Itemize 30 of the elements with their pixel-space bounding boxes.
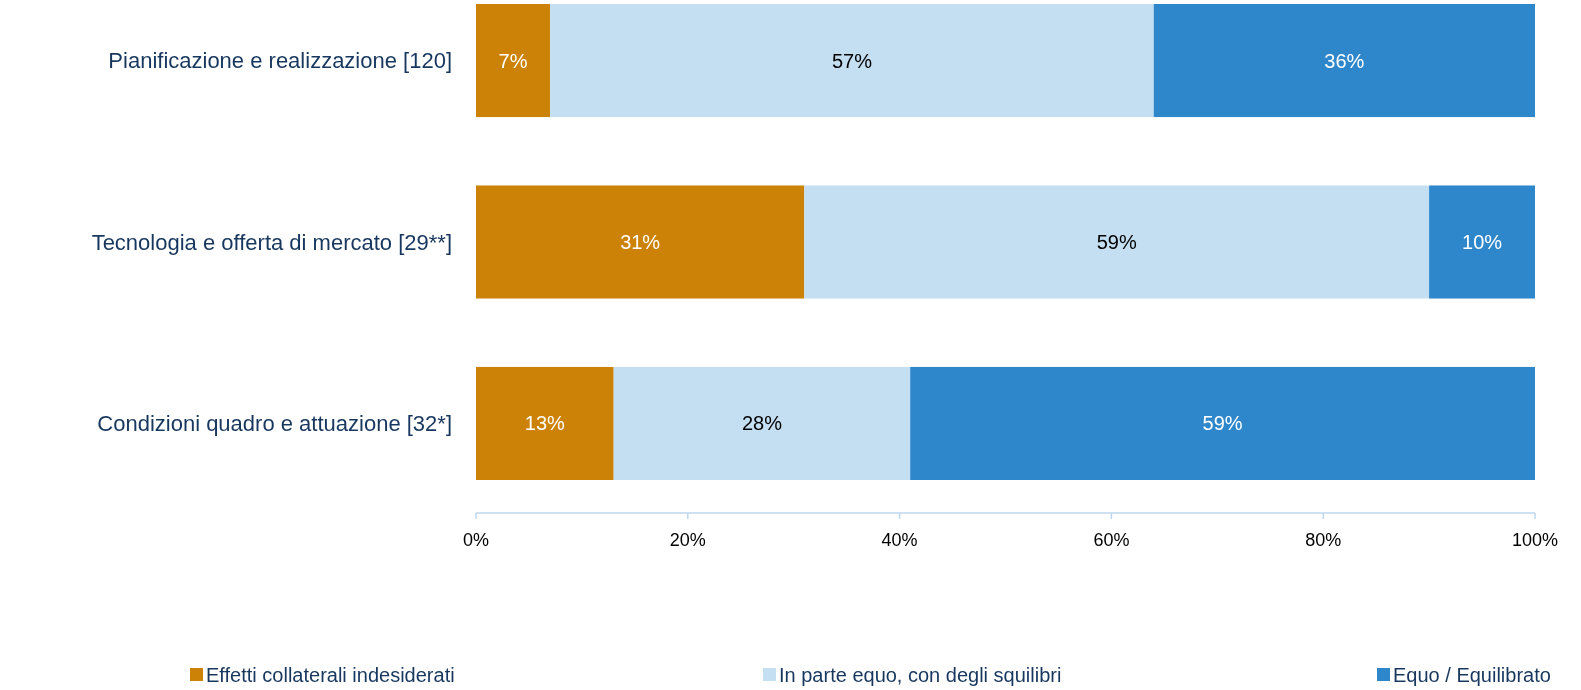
data-label: 31% — [620, 231, 661, 253]
data-label: 59% — [1202, 412, 1243, 435]
bar — [476, 366, 614, 480]
y-tick-label: Pianificazione e realizzazione [120] — [108, 48, 452, 74]
x-tick-label: 100% — [1511, 530, 1559, 551]
x-tick-label: 80% — [1305, 530, 1342, 551]
x-tick-label: 20% — [669, 530, 706, 551]
bar — [1153, 4, 1535, 118]
bar — [1429, 185, 1535, 299]
legend-label: In parte equo, con degli squilibri — [779, 664, 1062, 686]
bar — [804, 185, 1430, 299]
data-label: 10% — [1462, 231, 1503, 253]
y-tick-label: Condizioni quadro e attuazione [32*] — [97, 411, 452, 437]
data-label: 36% — [1324, 49, 1365, 72]
bar — [476, 185, 805, 299]
data-label: 7% — [498, 49, 528, 72]
data-label: 13% — [524, 412, 566, 435]
bar — [550, 4, 1154, 118]
x-tick-label: 0% — [462, 530, 490, 551]
data-label: 28% — [741, 412, 783, 435]
data-label: 57% — [831, 49, 873, 72]
legend-label: Effetti collaterali indesiderati — [206, 664, 455, 686]
bar — [910, 366, 1535, 480]
bar — [613, 366, 911, 480]
bar — [476, 4, 551, 118]
y-tick-label: Tecnologia e offerta di mercato [29**] — [91, 229, 452, 255]
x-tick-label: 60% — [1093, 530, 1130, 551]
legend-label: Equo / Equilibrato — [1393, 664, 1551, 686]
x-tick-label: 40% — [881, 530, 918, 551]
data-label: 59% — [1096, 231, 1137, 253]
